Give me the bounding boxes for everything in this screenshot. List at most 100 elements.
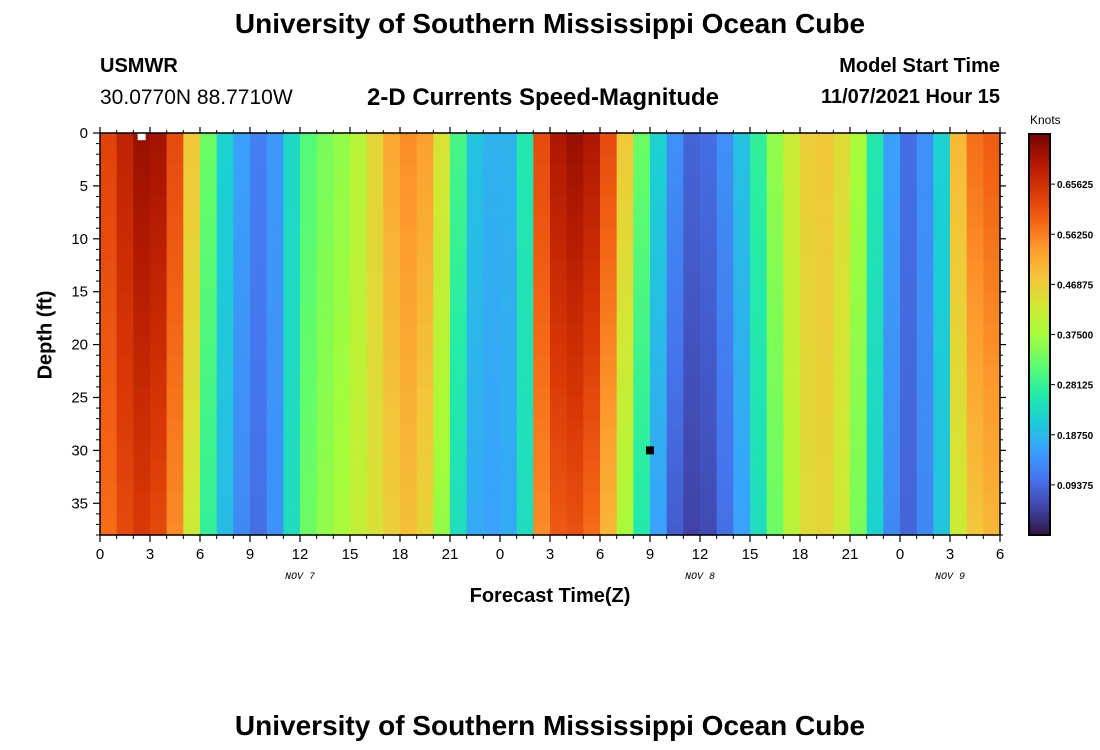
heatmap-cell — [433, 217, 451, 229]
heatmap-cell — [333, 270, 351, 282]
heatmap-cell — [616, 450, 634, 462]
heatmap-cell — [866, 460, 884, 473]
heatmap-cell — [200, 503, 218, 515]
heatmap-cell — [916, 376, 934, 388]
heatmap-cell — [233, 302, 251, 314]
heatmap-cell — [433, 408, 451, 420]
heatmap-cell — [566, 355, 584, 367]
heatmap-cell — [183, 439, 201, 451]
heatmap-cell — [750, 460, 768, 473]
colorbar-tick-label: 0.37500 — [1057, 331, 1094, 342]
heatmap-cell — [250, 524, 268, 536]
heatmap-cell — [683, 196, 701, 208]
heatmap-cell — [816, 418, 834, 430]
heatmap-cell — [100, 238, 118, 250]
heatmap-cell — [950, 460, 968, 473]
heatmap-cell — [300, 238, 318, 250]
colorbar-segment — [1029, 197, 1050, 202]
heatmap-cell — [366, 281, 384, 293]
heatmap-cell — [183, 524, 201, 536]
heatmap-cell — [300, 196, 318, 208]
heatmap-cell — [750, 259, 768, 272]
x-tick-label: 3 — [146, 546, 154, 563]
heatmap-cell — [600, 323, 618, 335]
heatmap-cell — [450, 513, 468, 526]
heatmap-cell — [133, 344, 151, 356]
heatmap-cell — [466, 323, 484, 335]
heatmap-cell — [450, 524, 468, 536]
heatmap-cell — [200, 365, 218, 377]
colorbar-segment — [1029, 474, 1050, 479]
heatmap-cell — [983, 365, 1001, 377]
heatmap-cell — [283, 207, 301, 219]
heatmap-cell — [450, 471, 468, 483]
heatmap-cell — [566, 503, 584, 515]
heatmap-cell — [333, 344, 351, 356]
heatmap-cell — [450, 450, 468, 462]
heatmap-cell — [800, 228, 818, 240]
heatmap-cell — [816, 270, 834, 282]
heatmap-cell — [666, 249, 684, 261]
heatmap-cell — [716, 302, 734, 314]
heatmap-cell — [716, 450, 734, 462]
heatmap-cell — [933, 513, 951, 526]
heatmap-cell — [133, 259, 151, 272]
heatmap-cell — [600, 154, 618, 166]
heatmap-cell — [716, 164, 734, 176]
heatmap-cell — [550, 249, 568, 261]
heatmap-cell — [850, 249, 868, 261]
heatmap-cell — [883, 365, 901, 377]
heatmap-cell — [900, 492, 918, 504]
heatmap-cell — [166, 133, 184, 145]
heatmap-cell — [483, 429, 501, 441]
heatmap-cell — [100, 164, 118, 176]
heatmap-cell — [500, 207, 518, 219]
heatmap-cell — [383, 196, 401, 208]
heatmap-cell — [133, 207, 151, 219]
heatmap-cell — [733, 270, 751, 282]
heatmap-cell — [533, 143, 551, 155]
heatmap-cell — [200, 344, 218, 356]
heatmap-cell — [750, 133, 768, 145]
heatmap-cell — [533, 503, 551, 515]
heatmap-cell — [950, 217, 968, 229]
heatmap-cell — [683, 386, 701, 399]
colorbar-segment — [1029, 264, 1050, 269]
heatmap-cell — [650, 418, 668, 430]
heatmap-cell — [416, 471, 434, 483]
heatmap-cell — [133, 365, 151, 377]
heatmap-cell — [950, 471, 968, 483]
heatmap-cell — [683, 429, 701, 441]
heatmap-cell — [633, 281, 651, 293]
colorbar-segment — [1029, 421, 1050, 426]
heatmap-cell — [616, 291, 634, 303]
heatmap-cell — [183, 281, 201, 293]
heatmap-cell — [650, 259, 668, 272]
heatmap-cell — [950, 429, 968, 441]
heatmap-cell — [316, 164, 334, 176]
heatmap-cell — [566, 133, 584, 145]
heatmap-cell — [200, 302, 218, 314]
heatmap-cell — [183, 302, 201, 314]
heatmap-cell — [700, 249, 718, 261]
heatmap-cell — [933, 154, 951, 166]
x-tick-label: 6 — [996, 546, 1004, 563]
heatmap-cell — [600, 450, 618, 462]
heatmap-cell — [416, 429, 434, 441]
heatmap-cell — [650, 386, 668, 399]
heatmap-cell — [250, 439, 268, 451]
heatmap-cell — [116, 355, 134, 367]
heatmap-cell — [250, 408, 268, 420]
heatmap-cell — [150, 175, 168, 187]
data-marker — [646, 446, 654, 455]
heatmap-cell — [366, 217, 384, 229]
heatmap-cell — [500, 513, 518, 526]
heatmap-cell — [116, 344, 134, 356]
heatmap-cell — [216, 196, 234, 208]
heatmap-cell — [683, 355, 701, 367]
heatmap-cell — [416, 164, 434, 176]
heatmap-cell — [983, 513, 1001, 526]
heatmap-cell — [450, 334, 468, 346]
heatmap-cell — [233, 524, 251, 536]
heatmap-cell — [100, 365, 118, 377]
